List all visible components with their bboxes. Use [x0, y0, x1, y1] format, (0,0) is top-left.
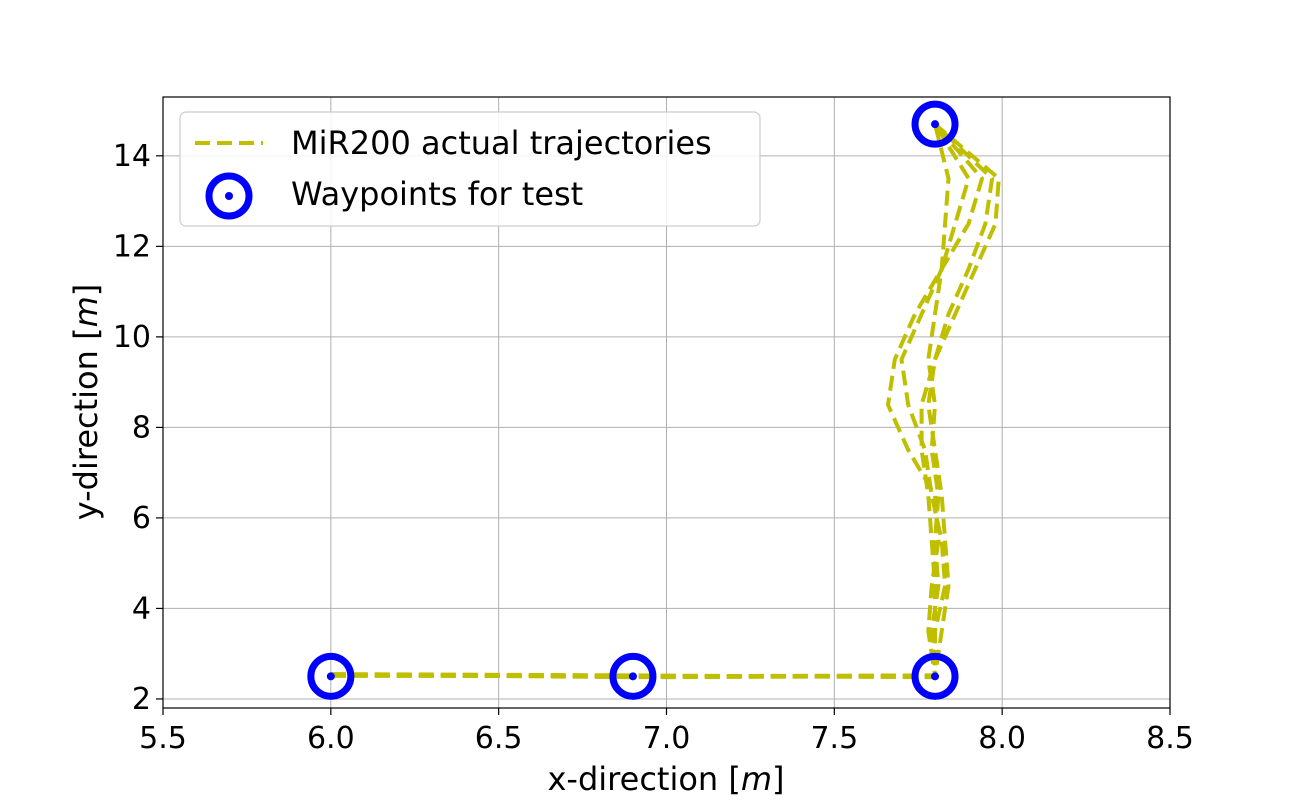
trajectory-line	[330, 122, 984, 679]
x-axis-ticks: 5.5 6.0 6.5 7.0 7.5 8.0 8.5	[139, 708, 1194, 756]
waypoint-marker	[609, 652, 657, 700]
waypoint-center	[628, 672, 637, 681]
waypoint-marker	[307, 652, 355, 700]
y-tick-label: 8	[132, 410, 151, 445]
y-tick-label: 10	[113, 320, 151, 355]
trajectory-line	[330, 122, 1001, 679]
legend-marker-waypoint-dot	[225, 192, 233, 200]
x-tick-label: 5.5	[139, 721, 187, 756]
x-tick-label: 6.0	[307, 721, 355, 756]
legend-label-trajectory: MiR200 actual trajectories	[291, 124, 712, 162]
y-axis-ticks: 2 4 6 8 10 12 14	[113, 139, 163, 717]
y-tick-label: 4	[132, 591, 151, 626]
waypoint-marker	[911, 652, 959, 700]
waypoint-marker	[911, 100, 959, 148]
y-tick-label: 6	[132, 501, 151, 536]
x-axis-label: x-direction [m]	[547, 760, 784, 798]
x-tick-label: 8.0	[978, 721, 1026, 756]
legend-box	[179, 111, 761, 227]
waypoint-center	[931, 672, 940, 681]
x-tick-label: 8.5	[1146, 721, 1194, 756]
trajectory-series	[330, 122, 1001, 680]
waypoint-center	[931, 120, 940, 129]
y-tick-label: 12	[113, 229, 151, 264]
trajectory-line	[330, 122, 995, 680]
x-tick-label: 7.5	[810, 721, 858, 756]
x-tick-label: 7.0	[643, 721, 691, 756]
legend-marker-waypoint	[205, 172, 253, 220]
y-axis-label: y-direction [m]	[67, 284, 105, 520]
waypoint-series	[307, 100, 959, 700]
y-tick-label: 14	[113, 139, 151, 174]
legend: MiR200 actual trajectories Waypoints for…	[179, 111, 761, 227]
x-tick-label: 6.5	[475, 721, 523, 756]
legend-label-waypoint: Waypoints for test	[291, 175, 583, 213]
waypoint-center	[326, 672, 335, 681]
y-tick-label: 2	[132, 682, 151, 717]
